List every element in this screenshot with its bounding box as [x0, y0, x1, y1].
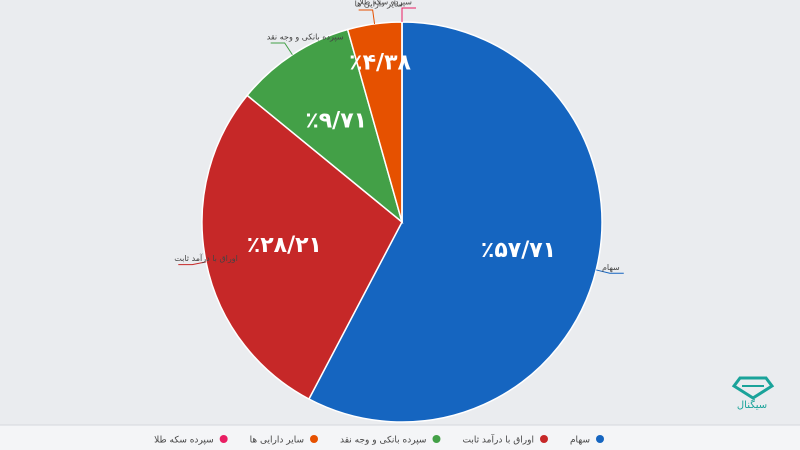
legend-label: سپرده سکه طلا: [154, 436, 214, 446]
value-label: ٪۴/۳۸: [349, 51, 411, 76]
value-label: ٪۵۷/۷۱: [481, 238, 556, 263]
legend-marker: [539, 435, 548, 443]
legend-background: [0, 425, 800, 450]
callout-line: [358, 9, 376, 24]
callout-line: [596, 269, 624, 274]
pie-slice: [307, 21, 603, 423]
legend-marker: [310, 435, 318, 443]
callout-line: [178, 261, 207, 266]
value-label: ٪۲۸/۲۱: [247, 233, 322, 258]
callout-label: سپرده بانکی و وجه نقد: [267, 33, 344, 42]
pie-slice: [246, 28, 404, 225]
callout-label: اوراق با درآمد ثابت: [174, 253, 238, 263]
legend-label: اوراق با درآمد ثابت: [462, 434, 534, 446]
callout-label: سهام: [602, 263, 620, 272]
value-label: ٪۹/۷۱: [305, 109, 367, 134]
logo-text: سیگنال: [737, 399, 767, 411]
callout-label: سایر دارایی ها: [355, 0, 404, 9]
legend-label: سایر دارایی ها: [250, 436, 304, 446]
legend-marker: [432, 435, 441, 443]
legend-marker: [596, 435, 604, 443]
legend-label: سهام: [570, 436, 590, 446]
legend-marker: [219, 435, 228, 443]
callout-label: سپرده سکه طلا: [359, 0, 412, 7]
legend-label: سپرده بانکی و وجه نقد: [340, 436, 426, 446]
callout-line: [401, 7, 416, 22]
logo: سیگنال: [731, 376, 775, 411]
callout-line: [270, 42, 293, 56]
pie-slice: [201, 94, 403, 401]
